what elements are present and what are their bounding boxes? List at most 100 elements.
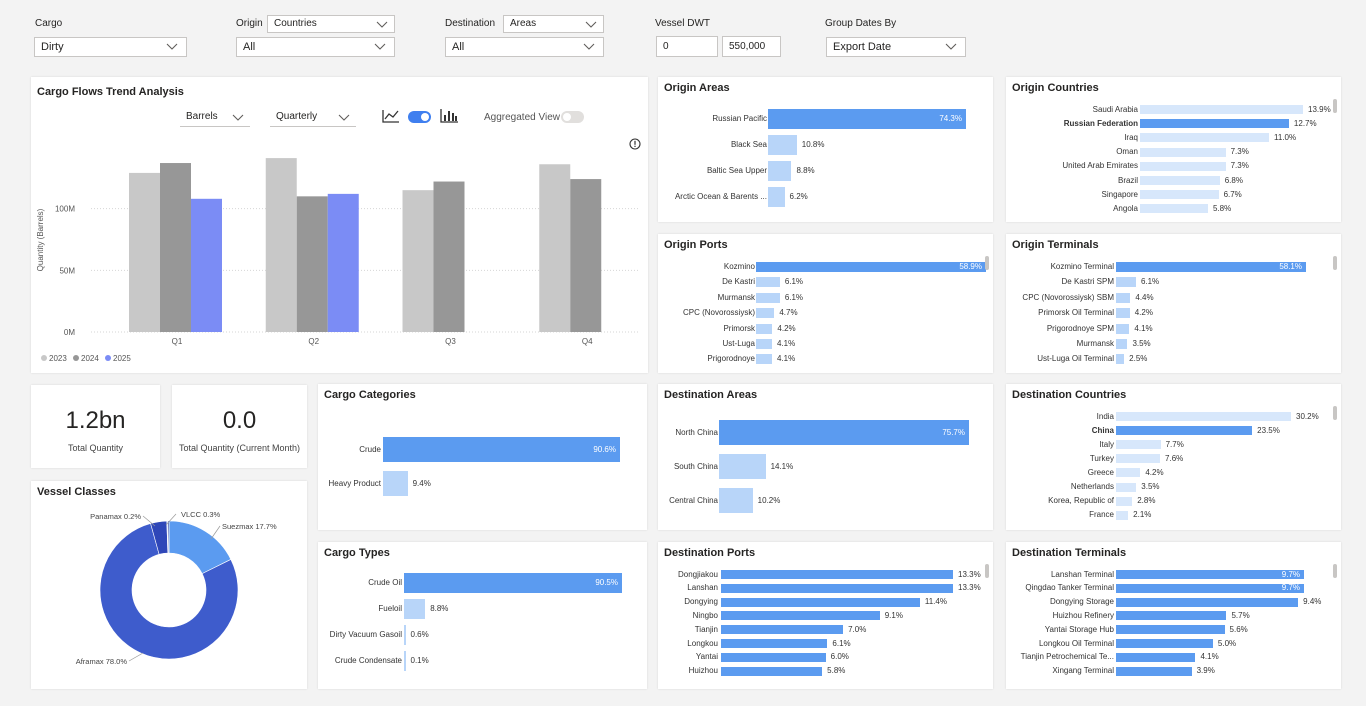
bar-2025-q1[interactable] (191, 198, 222, 332)
list-item[interactable]: Prigorodnoye 4.1% (658, 354, 993, 365)
bar[interactable] (1116, 510, 1129, 520)
list-item[interactable]: Singapore 6.7% (1006, 190, 1341, 200)
bar-2023-q3[interactable] (402, 190, 434, 332)
list-item[interactable]: De Kastri 6.1% (658, 277, 993, 288)
list-item[interactable]: Longkou 6.1% (658, 639, 993, 648)
list-item[interactable]: Fueloil 8.8% (318, 599, 647, 619)
list-item[interactable]: Ust-Luga Oil Terminal 2.5% (1006, 354, 1341, 365)
bar[interactable] (1116, 597, 1299, 607)
bar[interactable] (768, 187, 785, 207)
list-item[interactable]: Netherlands 3.5% (1006, 482, 1341, 492)
list-item[interactable]: India 30.2% (1006, 412, 1341, 421)
bar-2023-q2[interactable] (265, 158, 297, 332)
bar[interactable] (1116, 454, 1161, 464)
destination-mode-dropdown[interactable]: Areas (503, 15, 604, 33)
list-item[interactable]: Huizhou Refinery 5.7% (1006, 611, 1341, 621)
list-item[interactable]: Murmansk 3.5% (1006, 339, 1341, 349)
bar[interactable] (1116, 339, 1128, 349)
line-chart-icon[interactable] (381, 108, 401, 124)
list-item[interactable]: Saudi Arabia 13.9% (1006, 105, 1341, 114)
bar[interactable] (1140, 204, 1208, 214)
bar[interactable] (404, 651, 406, 671)
bar[interactable] (1116, 354, 1125, 365)
bar-2024-q2[interactable] (296, 196, 328, 332)
bar[interactable] (1140, 190, 1219, 200)
slice-aframax[interactable] (99, 523, 239, 660)
list-item[interactable]: Angola 5.8% (1006, 204, 1341, 214)
list-item[interactable]: CPC (Novorossiysk) SBM 4.4% (1006, 292, 1341, 303)
bar[interactable] (1116, 482, 1137, 492)
bar[interactable] (1140, 176, 1220, 185)
bar[interactable] (1116, 468, 1141, 478)
list-item[interactable]: Yantai 6.0% (658, 652, 993, 662)
bar[interactable] (1116, 308, 1130, 319)
bar[interactable] (756, 339, 772, 349)
list-item[interactable]: Murmansk 6.1% (658, 292, 993, 303)
bar[interactable] (1116, 262, 1306, 272)
list-item[interactable]: Tianjin Petrochemical Te... 4.1% (1006, 652, 1341, 662)
list-item[interactable]: Dongying 11.4% (658, 597, 993, 607)
bar[interactable] (768, 161, 792, 181)
bar-2023-q4[interactable] (539, 164, 571, 332)
scrollbar[interactable] (1333, 406, 1337, 420)
list-item[interactable]: Italy 7.7% (1006, 440, 1341, 450)
bar[interactable] (721, 652, 826, 662)
info-icon[interactable] (629, 138, 641, 150)
bar[interactable] (1116, 625, 1225, 635)
list-item[interactable]: Crude 90.6% (318, 437, 647, 462)
scrollbar[interactable] (1333, 256, 1337, 270)
list-item[interactable]: Russian Federation 12.7% (1006, 119, 1341, 129)
list-item[interactable]: South China 14.1% (658, 454, 993, 479)
list-item[interactable]: Xingang Terminal 3.9% (1006, 666, 1341, 676)
bar-2023-q1[interactable] (129, 172, 160, 332)
list-item[interactable]: Qingdao Tanker Terminal 9.7% (1006, 583, 1341, 593)
bar[interactable] (768, 135, 797, 155)
bar[interactable] (404, 599, 426, 619)
scrollbar[interactable] (985, 564, 989, 578)
bar[interactable] (721, 666, 823, 676)
vessel-dwt-min-input[interactable]: 0 (656, 36, 718, 57)
bar[interactable] (1116, 652, 1196, 662)
list-item[interactable]: Turkey 7.6% (1006, 454, 1341, 464)
bar[interactable] (756, 354, 772, 365)
bar[interactable] (1116, 583, 1304, 593)
list-item[interactable]: Primorsk Oil Terminal 4.2% (1006, 308, 1341, 319)
bar[interactable] (756, 262, 986, 272)
bar[interactable] (719, 454, 766, 479)
bar[interactable] (1116, 496, 1133, 506)
list-item[interactable]: North China 75.7% (658, 420, 993, 445)
list-item[interactable]: Dirty Vacuum Gasoil 0.6% (318, 625, 647, 645)
bar[interactable] (721, 611, 880, 621)
bar[interactable] (719, 488, 753, 513)
group-dates-dropdown[interactable]: Export Date (826, 37, 966, 57)
list-item[interactable]: Greece 4.2% (1006, 468, 1341, 478)
bar[interactable] (404, 625, 406, 645)
list-item[interactable]: Lanshan 13.3% (658, 583, 993, 593)
bar[interactable] (1116, 292, 1131, 303)
aggregated-view-toggle[interactable] (561, 111, 584, 123)
vessel-dwt-max-input[interactable]: 550,000 (722, 36, 781, 57)
bar[interactable] (1116, 611, 1227, 621)
list-item[interactable]: Longkou Oil Terminal 5.0% (1006, 639, 1341, 648)
list-item[interactable]: Primorsk 4.2% (658, 323, 993, 334)
bar[interactable] (383, 471, 408, 496)
origin-mode-dropdown[interactable]: Countries (267, 15, 395, 33)
bar[interactable] (756, 308, 775, 319)
scrollbar[interactable] (1333, 99, 1337, 113)
bar-2025-q2[interactable] (327, 193, 359, 332)
bar[interactable] (383, 437, 620, 462)
list-item[interactable]: Prigorodnoye SPM 4.1% (1006, 323, 1341, 334)
list-item[interactable]: Huizhou 5.8% (658, 666, 993, 676)
bar[interactable] (756, 292, 780, 303)
list-item[interactable]: Korea, Republic of 2.8% (1006, 496, 1341, 506)
scrollbar[interactable] (1333, 564, 1337, 578)
bar[interactable] (1116, 277, 1136, 288)
list-item[interactable]: Dongjiakou 13.3% (658, 570, 993, 579)
bar-2024-q3[interactable] (433, 181, 465, 332)
bar[interactable] (721, 583, 953, 593)
list-item[interactable]: China 23.5% (1006, 426, 1341, 436)
list-item[interactable]: CPC (Novorossiysk) 4.7% (658, 308, 993, 319)
list-item[interactable]: Arctic Ocean & Barents ... 6.2% (658, 187, 993, 207)
cargo-dropdown[interactable]: Dirty (34, 37, 187, 57)
bar[interactable] (1116, 323, 1130, 334)
